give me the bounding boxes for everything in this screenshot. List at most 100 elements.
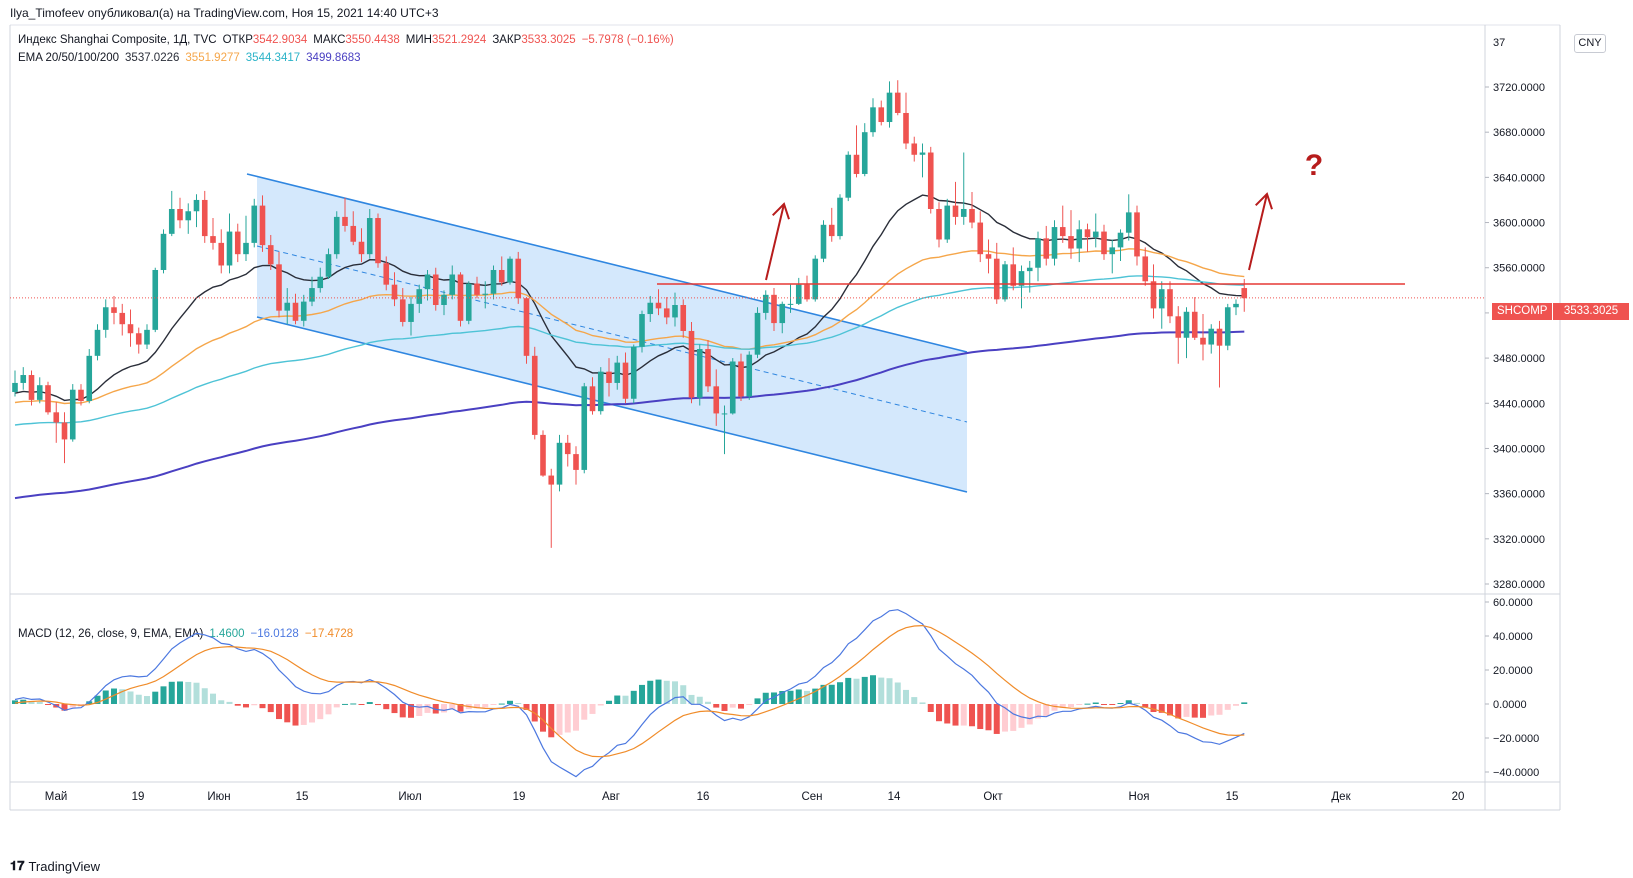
candle-body <box>193 199 200 212</box>
macd-hist-bar <box>366 702 373 704</box>
candle-body <box>119 312 126 325</box>
candle-body <box>688 330 695 398</box>
ema200-line <box>14 330 1245 500</box>
breakout-arrow <box>765 202 790 281</box>
candle-body <box>1092 231 1099 238</box>
candle-body <box>292 302 299 321</box>
candle-up <box>779 301 786 334</box>
macd-hist-bar <box>507 700 513 704</box>
macd-hist-bar <box>713 704 720 708</box>
candle-body <box>1233 303 1239 308</box>
macd-hist-bar <box>1117 702 1124 704</box>
macd-hist-bar <box>1043 704 1050 716</box>
candle-body <box>218 242 225 266</box>
macd-hist-bar <box>1068 704 1074 708</box>
candle-down <box>432 267 439 311</box>
candle-body <box>696 349 703 398</box>
macd-hist-bar <box>102 690 109 704</box>
candle-body <box>86 355 93 402</box>
candle-down <box>358 228 365 263</box>
macd-hist-bar <box>911 697 918 704</box>
macd-hist-bar <box>977 704 984 730</box>
candle-up <box>1002 260 1008 302</box>
candle-up <box>366 208 373 259</box>
candle-up <box>647 295 654 322</box>
candle-body <box>1216 328 1223 346</box>
macd-hist-bar <box>845 677 852 704</box>
candle-body <box>540 434 546 476</box>
ohlc-low-value: 3521.2924 <box>431 34 487 46</box>
macd-hist-bar <box>837 682 843 704</box>
candle-down <box>993 242 1000 304</box>
macd-hist-bar <box>391 704 398 714</box>
macd-hist-bar <box>853 678 860 704</box>
ohlc-high-label: МАКС <box>313 34 346 46</box>
candle-body <box>639 314 645 347</box>
macd-hist-bar <box>581 704 588 720</box>
macd-hist-bar <box>234 704 241 706</box>
macd-hist-bar <box>1051 704 1058 711</box>
candle-down <box>350 211 357 246</box>
macd-hist-bar <box>482 704 489 708</box>
macd-hist-bar <box>276 704 282 720</box>
candle-body <box>771 294 777 324</box>
candle-body <box>655 302 662 309</box>
candle-up <box>144 324 150 350</box>
candle-body <box>507 258 513 283</box>
candle-body <box>201 199 208 237</box>
macd-hist-bar <box>969 704 975 727</box>
macd-hist-bar <box>564 704 571 733</box>
macd-hist-bar <box>160 686 167 704</box>
candle-up <box>1233 299 1239 316</box>
macd-hist-bar <box>903 689 909 704</box>
candle-up <box>449 265 456 300</box>
channel-mid-line <box>256 245 968 423</box>
tradingview-watermark[interactable]: 𝟏𝟕 TradingView <box>10 858 100 874</box>
macd-hist-bar <box>1092 702 1099 704</box>
ema20-value: 3537.0226 <box>125 52 180 64</box>
candle-body <box>1183 311 1190 338</box>
macd-hist-bar <box>1026 704 1033 725</box>
macd-hist-bar <box>251 704 258 706</box>
candle-body <box>1018 271 1025 286</box>
candle-up <box>309 276 315 307</box>
candle-up <box>12 370 18 397</box>
candle-down <box>391 272 398 307</box>
candle-up <box>861 123 868 177</box>
candle-body <box>1026 267 1033 272</box>
currency-badge[interactable]: CNY <box>1574 34 1606 53</box>
macd-hist-bar <box>721 704 728 711</box>
macd-hist-bar <box>1084 703 1091 705</box>
ema50-value: 3551.9277 <box>185 52 240 64</box>
candle-body <box>490 269 497 294</box>
candle-body <box>969 208 975 223</box>
candle-down <box>1191 297 1198 341</box>
candle-down <box>342 197 348 232</box>
candle-up <box>325 248 332 280</box>
macd-hist-bar <box>1109 704 1116 705</box>
macd-hist-bar <box>1208 704 1215 716</box>
macd-hist-bar <box>243 704 249 708</box>
macd-hist-bar <box>672 681 678 704</box>
candle-body <box>1109 247 1116 255</box>
candle-down <box>985 239 992 274</box>
candle-body <box>903 112 909 144</box>
macd-hist-bar <box>589 704 596 714</box>
macd-hist-bar <box>94 695 101 704</box>
candle-body <box>1068 236 1074 249</box>
candle-body <box>399 299 406 322</box>
candle-up <box>581 382 588 474</box>
candle-body <box>1167 289 1173 317</box>
macd-legend: MACD (12, 26, close, 9, EMA, EMA) 1.4600−… <box>18 628 359 640</box>
macd-hist-bar <box>1241 702 1248 704</box>
candle-body <box>738 361 744 397</box>
candle-body <box>168 208 175 234</box>
price-tick-label: 3280.0000 <box>1493 579 1545 591</box>
candle-up <box>1208 324 1215 354</box>
macd-hist-bar <box>1134 702 1140 704</box>
candle-down <box>1142 247 1149 286</box>
candle-body <box>391 284 398 300</box>
time-tick-label: Дек <box>1331 791 1351 803</box>
candle-body <box>1175 316 1182 338</box>
